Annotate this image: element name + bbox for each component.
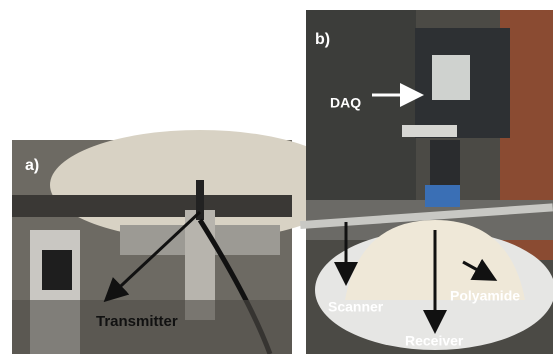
annotation: Polyamide xyxy=(450,288,520,304)
panel-label: a) xyxy=(25,157,39,174)
annotation: Receiver xyxy=(405,333,464,349)
annotation: DAQ xyxy=(330,95,361,111)
figure: a) Transmitter b) DAQ Scanner Receiver P… xyxy=(0,0,553,354)
panel-label: b) xyxy=(315,31,330,48)
annotation: Scanner xyxy=(328,299,384,315)
photo-a xyxy=(12,130,350,354)
annotation: Transmitter xyxy=(96,313,178,330)
